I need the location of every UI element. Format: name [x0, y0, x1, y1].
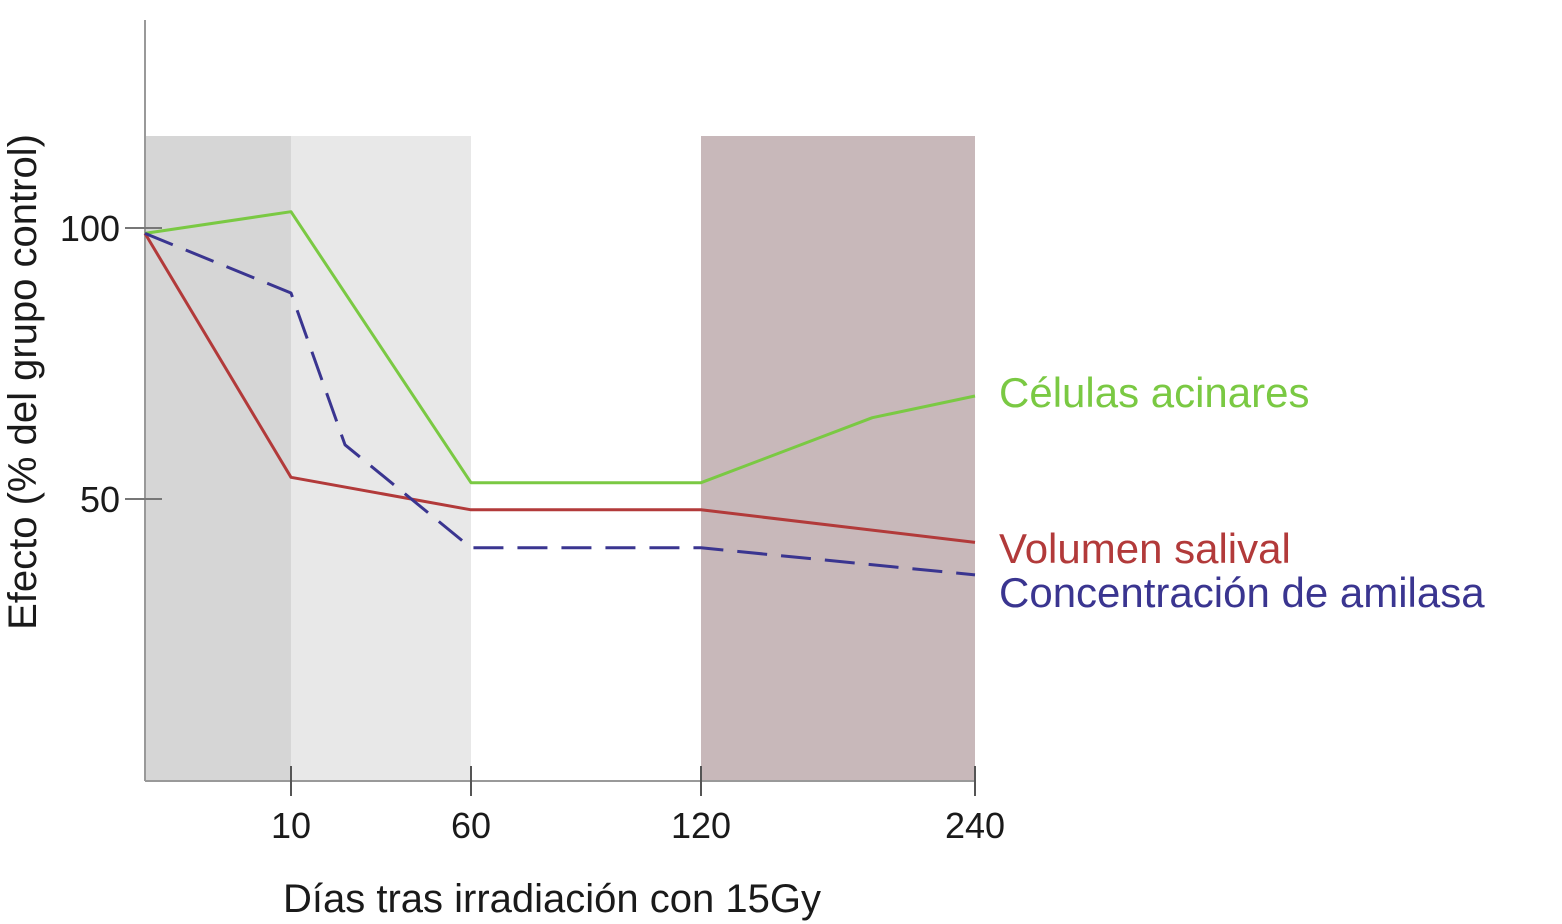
series-line-1	[143, 232, 976, 544]
shaded-region-2	[701, 136, 975, 781]
x-axis-title: Días tras irradiación con 15Gy	[283, 877, 821, 921]
y-ticks: 50 100	[60, 208, 162, 520]
shaded-region-1	[291, 136, 471, 781]
series-label-0: Células acinares	[999, 369, 1310, 416]
series-label-2: Concentración de amilasa	[999, 569, 1485, 616]
series-line-0	[144, 210, 976, 485]
shaded-region-0	[145, 136, 291, 781]
x-tick-label-120: 120	[671, 805, 731, 846]
series-label-1: Volumen salival	[999, 525, 1291, 572]
x-tick-label-60: 60	[451, 805, 491, 846]
axes	[144, 20, 975, 782]
y-axis-title: Efecto (% del grupo control)	[1, 134, 45, 630]
shaded-regions	[145, 136, 975, 781]
series-lines	[143, 210, 976, 577]
x-ticks: 10 60 120 240	[271, 766, 1005, 846]
x-tick-label-240: 240	[945, 805, 1005, 846]
y-tick-label-100: 100	[60, 208, 120, 249]
series-labels: Células acinares Volumen salivalConcentra…	[999, 369, 1485, 616]
x-tick-label-10: 10	[271, 805, 311, 846]
series-line-2	[144, 232, 976, 577]
y-tick-label-50: 50	[80, 479, 120, 520]
